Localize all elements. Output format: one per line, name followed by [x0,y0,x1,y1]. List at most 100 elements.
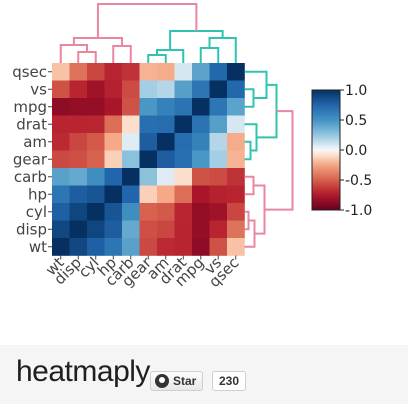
dendrogram-branch [77,51,97,63]
heatmap-cell-drat-cyl [87,115,105,134]
heatmap-cell-qsec-drat [174,63,193,81]
dendrogram-branch [112,45,132,63]
heatmap-cell-hp-mpg [192,185,210,204]
heatmap-cell-cyl-wt [52,203,70,221]
heatmap-cell-am-hp [104,133,123,151]
heatmap-cell-mpg-hp [104,98,123,116]
github-star-button[interactable]: Star [150,371,204,391]
heatmap-cell-wt-gear [139,238,158,256]
heatmap-cell-gear-qsec [227,150,245,169]
heatmap-cell-qsec-am [157,63,175,81]
heatmap-cell-drat-mpg [192,115,210,134]
heatmap-cell-gear-gear [139,150,158,169]
colorbar-tick-label: -0.5 [345,173,372,189]
heatmap-cell-drat-wt [52,115,70,134]
heatmap-cell-wt-mpg [192,238,210,256]
heatmap-cell-hp-gear [139,185,158,204]
github-icon [155,374,169,388]
heatmap-cell-disp-carb [122,220,140,239]
heatmap-cell-carb-wt [52,168,70,186]
heatmap-cell-vs-drat [174,80,193,99]
row-dendrogram [244,70,294,248]
heatmap-cell-mpg-mpg [192,98,210,116]
row-label-vs: vs [30,80,47,98]
heatmap-cell-wt-wt [52,238,70,256]
heatmap-cell-qsec-qsec [227,63,245,81]
heatmap-cell-carb-cyl [87,168,105,186]
heatmap-cell-vs-mpg [192,80,210,99]
heatmap-cell-wt-hp [104,238,123,256]
heatmap-cell-mpg-am [157,98,175,116]
dendrogram-branch [59,44,88,63]
heatmap-cell-vs-hp [104,80,123,99]
heatmap-cell-cyl-vs [209,203,228,221]
heatmap-cell-hp-disp [69,185,88,204]
heatmap-cell-disp-am [157,220,175,239]
heatmap-cell-gear-drat [174,150,193,169]
heatmap-cell-mpg-qsec [227,98,245,116]
row-label-hp: hp [28,185,47,203]
heatmap-cell-disp-hp [104,220,123,239]
row-label-qsec: qsec [12,63,47,81]
heatmap-cell-qsec-wt [52,63,70,81]
heatmap-cell-am-drat [174,133,193,151]
heatmap-cell-mpg-gear [139,98,158,116]
heatmap-cell-am-wt [52,133,70,151]
heatmap-cell-cyl-cyl [87,203,105,221]
heatmap-cell-disp-drat [174,220,193,239]
heatmap-cell-mpg-vs [209,98,228,116]
colorbar-tick-label: 1.0 [345,83,367,99]
heatmap-cell-wt-am [157,238,175,256]
heatmap-cell-carb-qsec [227,168,245,186]
heatmap-cell-am-carb [122,133,140,151]
heatmap-cell-wt-disp [69,238,88,256]
heatmap-cell-cyl-mpg [192,203,210,221]
dendrogram-branch [199,47,220,63]
heatmap-cell-vs-disp [69,80,88,99]
heatmap-cell-qsec-mpg [192,63,210,81]
star-count-badge[interactable]: 230 [212,371,247,391]
heatmap-cell-wt-carb [122,238,140,256]
heatmap-cell-mpg-carb [122,98,140,116]
heatmap-cell-disp-gear [139,220,158,239]
heatmap-cell-hp-wt [52,185,70,204]
heatmap-cell-qsec-disp [69,63,88,81]
heatmap-cell-disp-vs [209,220,228,239]
heatmap-cell-carb-am [157,168,175,186]
heatmap-cell-am-disp [69,133,88,151]
heatmap-cell-hp-drat [174,185,193,204]
heatmap-cell-cyl-drat [174,203,193,221]
heatmap-cell-wt-qsec [227,238,245,256]
heatmap-cell-qsec-vs [209,63,228,81]
row-label-mpg: mpg [13,98,47,116]
heatmap-cell-am-cyl [87,133,105,151]
dendrogram-branch [244,210,250,231]
heatmap-cell-hp-carb [122,185,140,204]
star-label: Star [173,374,197,388]
heatmap-cell-qsec-cyl [87,63,105,81]
heatmap-cell-disp-mpg [192,220,210,239]
heatmap-cell-drat-carb [122,115,140,134]
row-label-cyl: cyl [26,203,47,221]
heatmap-cell-hp-qsec [227,185,245,204]
row-label-gear: gear [13,150,48,168]
heatmap-cell-wt-drat [174,238,193,256]
row-label-drat: drat [16,115,47,133]
heatmap-cell-qsec-hp [104,63,123,81]
row-label-carb: carb [14,168,47,186]
heatmap-cell-hp-hp [104,185,123,204]
dendrogram-branch [147,54,167,63]
dendrogram-branch [208,37,237,63]
heatmap-cell-vs-cyl [87,80,105,99]
heatmap-cell-mpg-drat [174,98,193,116]
dendrogram-branch [244,140,252,161]
dendrogram-root [96,3,198,38]
heatmap-cell-gear-cyl [87,150,105,169]
heatmap-chart: qsec vs mpg drat am gear carb hp cyl disp wt wt dis… [12,3,373,291]
heatmap-cell-wt-cyl [87,238,105,256]
heatmap-cell-drat-vs [209,115,228,134]
dendrogram-branch [156,49,185,63]
heatmap-cell-cyl-disp [69,203,88,221]
